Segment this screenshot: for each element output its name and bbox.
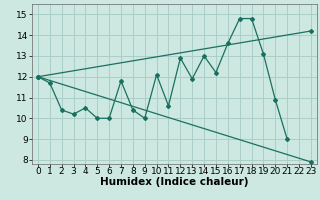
X-axis label: Humidex (Indice chaleur): Humidex (Indice chaleur) (100, 177, 249, 187)
